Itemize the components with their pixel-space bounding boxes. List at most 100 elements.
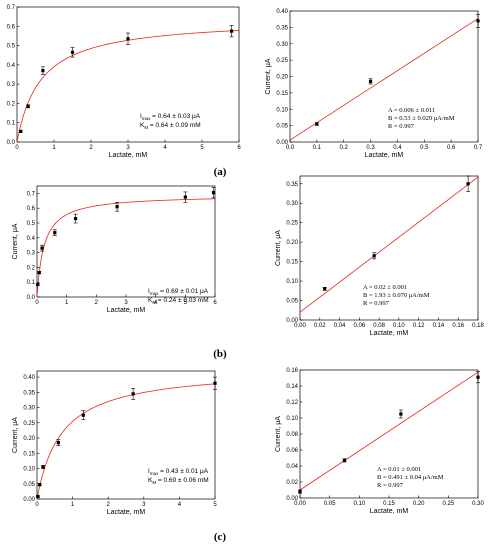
data-point bbox=[115, 205, 119, 209]
x-tick-label: 0.4 bbox=[393, 145, 402, 151]
x-tick-label: 0.08 bbox=[373, 323, 385, 329]
x-tick-label: 3 bbox=[142, 502, 146, 508]
x-tick-label: 0 bbox=[35, 502, 39, 508]
x-tick-label: 0.04 bbox=[334, 323, 346, 329]
y-tick-label: 0.2 bbox=[27, 265, 36, 271]
y-tick-label: 0.15 bbox=[286, 260, 298, 266]
data-point bbox=[230, 29, 234, 33]
x-axis-title: Lactate, mM bbox=[107, 307, 146, 314]
data-point bbox=[298, 490, 302, 494]
data-point bbox=[342, 458, 347, 462]
fit-curve bbox=[16, 30, 240, 143]
data-point bbox=[36, 494, 40, 499]
fit-annotation-r: R = 0.997 bbox=[363, 300, 390, 307]
data-point bbox=[323, 287, 327, 291]
y-tick-label: 0.00 bbox=[286, 318, 298, 324]
x-axis-title: Lactate, mM bbox=[370, 330, 409, 337]
x-tick-label: 3 bbox=[126, 145, 130, 151]
x-tick-label: 0.6 bbox=[447, 145, 456, 151]
y-tick-label: 0.25 bbox=[23, 421, 35, 427]
y-tick-label: 0.6 bbox=[27, 206, 36, 212]
x-axis-title: Lactate, mM bbox=[370, 508, 409, 515]
y-tick-label: 0.4 bbox=[7, 63, 16, 69]
data-point bbox=[53, 231, 57, 235]
y-tick-label: 0.3 bbox=[7, 82, 16, 88]
data-point bbox=[372, 254, 376, 258]
y-tick-label: 0.30 bbox=[286, 201, 298, 207]
y-tick-label: 0.20 bbox=[23, 436, 35, 442]
y-axis-title: Current, μA bbox=[12, 417, 19, 453]
fit-annotation-km: KM = 0.64 ± 0.09 mM bbox=[140, 122, 201, 130]
y-tick-label: 0.3 bbox=[27, 251, 36, 257]
fit-annotation-a: A = 0.01 ± 0.001 bbox=[377, 466, 421, 473]
x-tick-label: 4 bbox=[178, 502, 182, 508]
fit-annotation-b: B = 1.93 ± 0.070 μA/mM bbox=[363, 292, 430, 299]
fit-annotation-km: KM = 0.24 ± 0.03 mM bbox=[148, 297, 209, 305]
y-tick-label: 0.12 bbox=[286, 400, 298, 406]
x-tick-label: 0.15 bbox=[383, 501, 395, 507]
y-tick-label: 0.2 bbox=[7, 101, 16, 107]
x-tick-label: 2 bbox=[95, 300, 99, 306]
y-tick-label: 0.20 bbox=[286, 240, 298, 246]
fit-annotation-a: A = 0.02 ± 0.001 bbox=[363, 284, 407, 291]
data-point bbox=[41, 69, 45, 73]
y-tick-label: 0.00 bbox=[23, 497, 35, 503]
y-tick-label: 0.40 bbox=[276, 9, 288, 15]
fit-annotation-b: B = 0.53 ± 0.029 μA/mM bbox=[388, 115, 455, 122]
x-tick-label: 1 bbox=[71, 502, 75, 508]
y-tick-label: 0.30 bbox=[23, 406, 35, 412]
chart-3: 0 1 2 3 4 5 6 0.0 0.1 0.2 0.3 0.4 0.5 0.6 0.7 Lactate, … bbox=[12, 185, 217, 314]
y-tick-label: 0.05 bbox=[286, 299, 298, 305]
y-axis-title: Current, μA bbox=[265, 58, 272, 94]
data-point bbox=[476, 375, 480, 379]
data-point bbox=[183, 195, 187, 199]
fit-annotation-r: R = 0.997 bbox=[388, 123, 415, 130]
x-axis-title: Lactate, mM bbox=[109, 152, 148, 159]
y-tick-label: 0.30 bbox=[276, 42, 288, 48]
x-tick-label: 0.7 bbox=[474, 145, 483, 151]
y-tick-label: 0.15 bbox=[276, 91, 288, 97]
x-axis-title: Lactate, mM bbox=[107, 509, 146, 516]
y-tick-label: 0.25 bbox=[286, 221, 298, 227]
x-tick-label: 0.00 bbox=[294, 323, 306, 329]
x-tick-label: 5 bbox=[213, 502, 217, 508]
x-tick-label: 0.18 bbox=[472, 323, 484, 329]
data-point bbox=[37, 270, 41, 275]
x-tick-label: 0.30 bbox=[472, 501, 484, 507]
x-tick-label: 0.00 bbox=[294, 501, 306, 507]
x-tick-label: 0.05 bbox=[324, 501, 336, 507]
x-axis-title: Lactate, mM bbox=[365, 152, 404, 159]
data-point bbox=[466, 182, 470, 186]
x-tick-label: 0.3 bbox=[366, 145, 375, 151]
x-tick-label: 0 bbox=[15, 145, 19, 151]
y-tick-label: 0.40 bbox=[23, 375, 35, 381]
y-tick-label: 0.35 bbox=[23, 390, 35, 396]
chart-6: 0.00 0.05 0.10 0.15 0.20 0.25 0.30 0.00 0.02 0.04… bbox=[275, 368, 484, 515]
fit-annotation-imax: Imax = 0.64 ± 0.03 μA bbox=[140, 113, 201, 121]
plot-frame bbox=[289, 10, 479, 143]
data-point bbox=[211, 191, 216, 195]
x-tick-label: 0.02 bbox=[314, 323, 326, 329]
y-tick-label: 0.25 bbox=[276, 58, 288, 64]
fit-line bbox=[289, 18, 479, 141]
x-tick-label: 0.16 bbox=[452, 323, 464, 329]
y-tick-label: 0.06 bbox=[286, 448, 298, 454]
fit-annotation-imax: Imax = 0.43 ± 0.01 μA bbox=[148, 468, 209, 476]
y-tick-label: 0.10 bbox=[286, 416, 298, 422]
plot-frame bbox=[36, 370, 216, 500]
fit-annotation-a: A = 0.006 ± 0.011 bbox=[388, 107, 435, 114]
x-tick-label: 0.2 bbox=[340, 145, 349, 151]
chart-4: 0.00 0.02 0.04 0.06 0.08 0.10 0.12 0.14 0.16 0.18… bbox=[275, 175, 484, 337]
y-tick-label: 0.10 bbox=[276, 107, 288, 113]
fit-annotation-imax: Imax = 0.69 ± 0.01 μA bbox=[148, 288, 209, 296]
chart-1: 0 1 2 3 4 5 6 0.0 0.1 0.2 0.3 0.4 0.5 0.6 0.7 Lactate, … bbox=[7, 5, 242, 159]
y-axis-title: Current, μA bbox=[12, 223, 19, 259]
plot-frame bbox=[299, 175, 479, 321]
y-tick-label: 0.16 bbox=[286, 368, 298, 374]
x-tick-label: 6 bbox=[213, 300, 217, 306]
data-point bbox=[70, 50, 75, 54]
y-axis-title: Current, μA bbox=[275, 416, 282, 452]
data-point bbox=[38, 483, 42, 487]
x-tick-label: 2 bbox=[89, 145, 93, 151]
